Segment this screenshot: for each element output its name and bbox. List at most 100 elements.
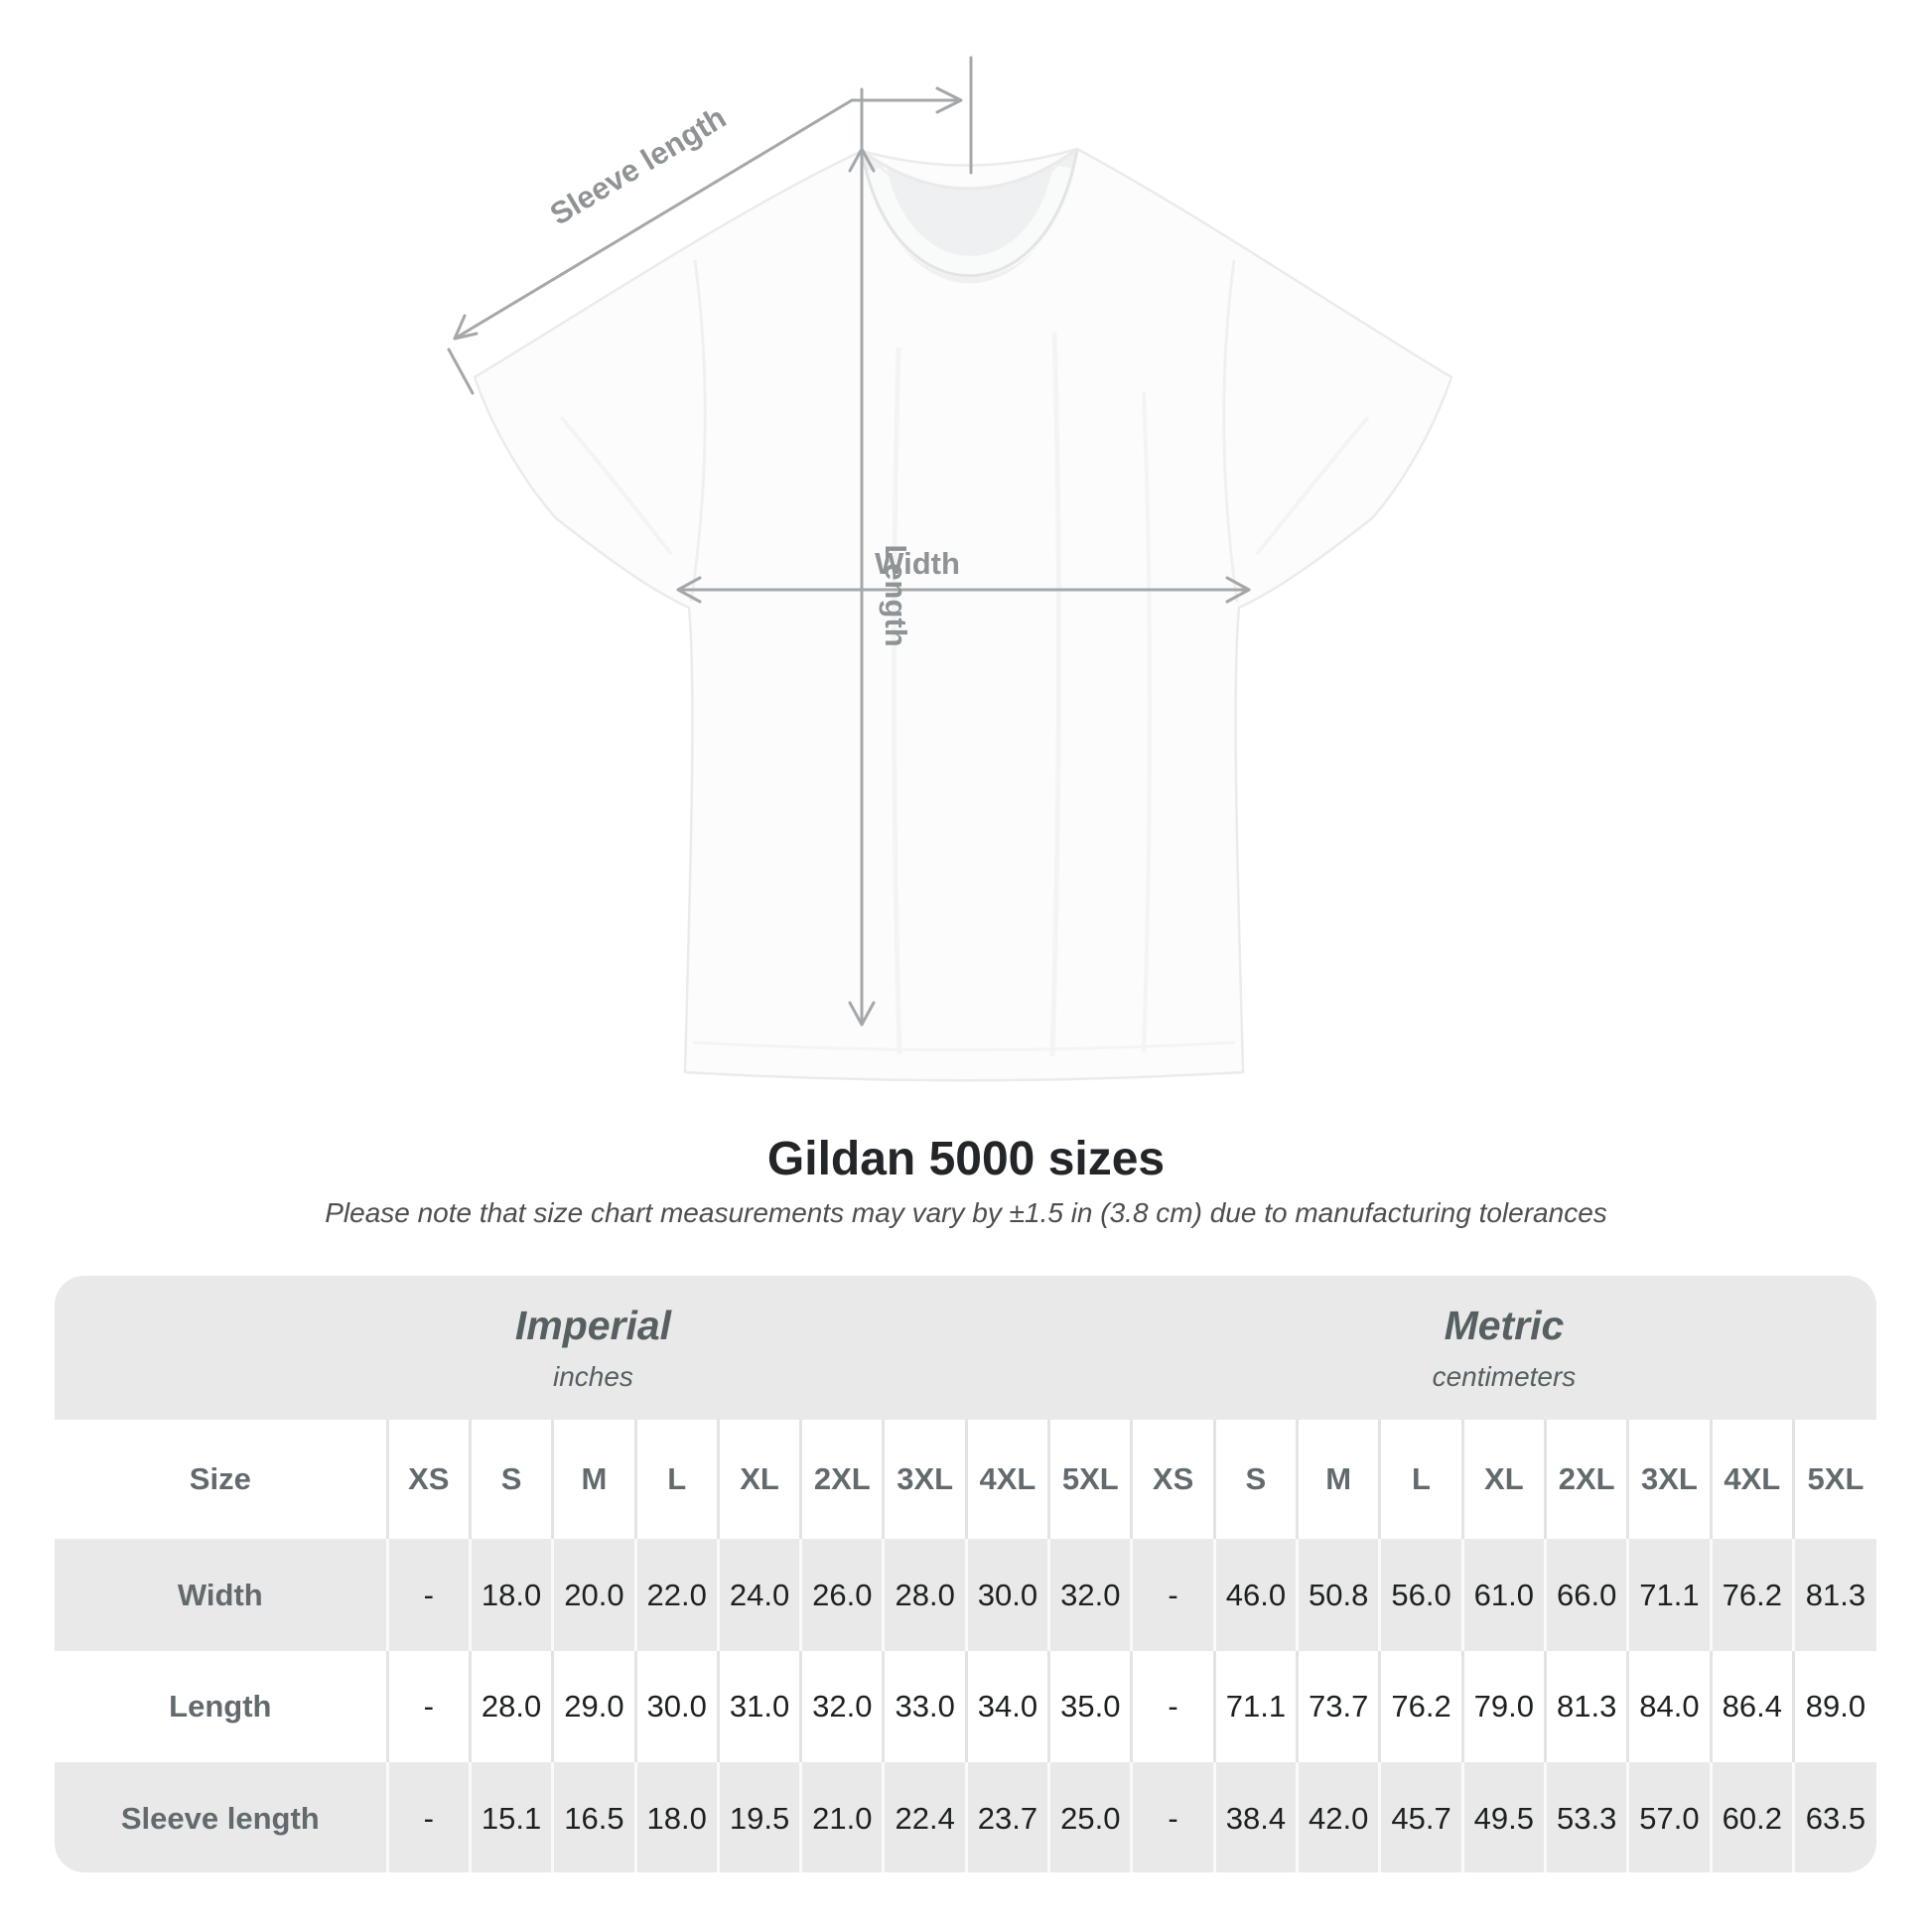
metric-group-title: Metric: [1444, 1303, 1565, 1348]
size-header-cell: XL: [1460, 1420, 1546, 1539]
tshirt-measurement-diagram: Sleeve length Length Width: [447, 56, 1453, 1082]
collar-front-seam: [860, 148, 1079, 278]
table-row-width: Width - 18.0 20.0 22.0 24.0 26.0 28.0 30…: [55, 1539, 1876, 1651]
length-metric-4xl: 86.4: [1709, 1651, 1794, 1762]
size-header-cell: L: [1378, 1420, 1463, 1539]
width-metric-xs: -: [1130, 1539, 1215, 1651]
width-imperial-2xl: 26.0: [799, 1539, 884, 1651]
size-header-cell: 5XL: [1791, 1420, 1876, 1539]
collar-back-seam: [877, 162, 1061, 207]
length-metric-xl: 79.0: [1460, 1651, 1546, 1762]
length-metric-5xl: 89.0: [1791, 1651, 1876, 1762]
sleeve-metric-m: 42.0: [1296, 1762, 1380, 1872]
tshirt-graphic: [473, 147, 1453, 1082]
sleeve-imperial-l: 18.0: [633, 1762, 719, 1872]
size-header-cell: XL: [716, 1420, 801, 1539]
collar-back-rim: [861, 147, 1078, 191]
size-header-cell: 2XL: [1543, 1420, 1628, 1539]
size-header-cell: M: [551, 1420, 636, 1539]
length-imperial-5xl: 35.0: [1047, 1651, 1132, 1762]
unit-group-imperial: Imperial inches: [55, 1276, 1132, 1420]
sleeve-metric-5xl: 63.5: [1791, 1762, 1876, 1872]
width-imperial-xs: -: [385, 1539, 471, 1651]
sleeve-metric-4xl: 60.2: [1709, 1762, 1794, 1872]
table-row-length: Length - 28.0 29.0 30.0 31.0 32.0 33.0 3…: [55, 1651, 1876, 1762]
size-table: Imperial inches Metric centimeters Size …: [55, 1276, 1876, 1872]
sleeve-imperial-4xl: 23.7: [964, 1762, 1049, 1872]
sleeve-metric-l: 45.7: [1378, 1762, 1463, 1872]
collar-band: [865, 164, 1075, 278]
size-header-cell: L: [633, 1420, 719, 1539]
imperial-group-title: Imperial: [514, 1303, 672, 1348]
length-metric-xs: -: [1130, 1651, 1215, 1762]
row-label-length: Length: [55, 1651, 388, 1762]
size-header-cell: S: [468, 1420, 553, 1539]
width-metric-xl: 61.0: [1460, 1539, 1546, 1651]
sleeve-imperial-m: 16.5: [551, 1762, 636, 1872]
size-header-cell: 5XL: [1047, 1420, 1132, 1539]
length-imperial-2xl: 32.0: [799, 1651, 884, 1762]
width-metric-5xl: 81.3: [1791, 1539, 1876, 1651]
length-imperial-s: 28.0: [468, 1651, 553, 1762]
width-imperial-3xl: 28.0: [882, 1539, 967, 1651]
row-label-width: Width: [55, 1539, 388, 1651]
length-metric-3xl: 84.0: [1626, 1651, 1712, 1762]
width-imperial-m: 20.0: [551, 1539, 636, 1651]
size-header-cell: 2XL: [799, 1420, 884, 1539]
sleeve-imperial-2xl: 21.0: [799, 1762, 884, 1872]
imperial-group-unit: inches: [552, 1361, 633, 1392]
size-header-cell: XS: [385, 1420, 471, 1539]
size-header-cell: 4XL: [964, 1420, 1049, 1539]
fabric-fold: [1142, 391, 1153, 1053]
sleeve-imperial-3xl: 22.4: [882, 1762, 967, 1872]
page-title: Gildan 5000 sizes: [766, 1133, 1166, 1185]
sleeve-imperial-5xl: 25.0: [1047, 1762, 1132, 1872]
size-header-cell: M: [1296, 1420, 1380, 1539]
width-label: Width: [875, 546, 960, 581]
sleeve-imperial-s: 15.1: [468, 1762, 553, 1872]
width-metric-m: 50.8: [1296, 1539, 1380, 1651]
tolerance-note: Please note that size chart measurements…: [325, 1197, 1607, 1228]
sleeve-seam: [1222, 259, 1239, 603]
hem-stitch: [692, 1040, 1236, 1051]
width-metric-3xl: 71.1: [1626, 1539, 1712, 1651]
size-header-cell: S: [1212, 1420, 1298, 1539]
size-header-cell: 3XL: [882, 1420, 967, 1539]
length-metric-s: 71.1: [1212, 1651, 1298, 1762]
width-imperial-xl: 24.0: [716, 1539, 801, 1651]
width-imperial-l: 22.0: [633, 1539, 719, 1651]
size-header-cell: 3XL: [1626, 1420, 1712, 1539]
width-imperial-4xl: 30.0: [964, 1539, 1049, 1651]
unit-group-row: Imperial inches Metric centimeters: [55, 1276, 1876, 1420]
sleeve-imperial-xs: -: [385, 1762, 471, 1872]
width-imperial-5xl: 32.0: [1047, 1539, 1132, 1651]
row-label-sleeve-length: Sleeve length: [55, 1762, 388, 1872]
length-imperial-4xl: 34.0: [964, 1651, 1049, 1762]
sleeve-metric-xl: 49.5: [1460, 1762, 1546, 1872]
sleeve-length-label: Sleeve length: [544, 100, 732, 232]
length-imperial-m: 29.0: [551, 1651, 636, 1762]
width-metric-l: 56.0: [1378, 1539, 1463, 1651]
sleeve-length-arrow: [447, 86, 963, 395]
sleeve-seam: [689, 259, 707, 603]
width-arrow: [676, 576, 1251, 604]
size-header-cell: 4XL: [1709, 1420, 1794, 1539]
length-imperial-l: 30.0: [633, 1651, 719, 1762]
sleeve-crease: [559, 415, 673, 556]
length-imperial-xs: -: [385, 1651, 471, 1762]
table-row-sleeve-length: Sleeve length - 15.1 16.5 18.0 19.5 21.0…: [55, 1762, 1876, 1872]
sleeve-crease: [1255, 415, 1370, 556]
length-imperial-3xl: 33.0: [882, 1651, 967, 1762]
length-label: Length: [879, 544, 913, 646]
width-metric-4xl: 76.2: [1709, 1539, 1794, 1651]
metric-group-unit: centimeters: [1432, 1361, 1577, 1392]
length-arrow: [848, 87, 876, 1027]
width-imperial-s: 18.0: [468, 1539, 553, 1651]
size-table-grid: Imperial inches Metric centimeters Size …: [55, 1276, 1876, 1872]
sleeve-metric-2xl: 53.3: [1543, 1762, 1628, 1872]
size-header-cell: XS: [1130, 1420, 1215, 1539]
size-header-row: Size XS S M L XL 2XL 3XL 4XL 5XL XS S M …: [55, 1420, 1876, 1539]
length-metric-2xl: 81.3: [1543, 1651, 1628, 1762]
length-metric-l: 76.2: [1378, 1651, 1463, 1762]
